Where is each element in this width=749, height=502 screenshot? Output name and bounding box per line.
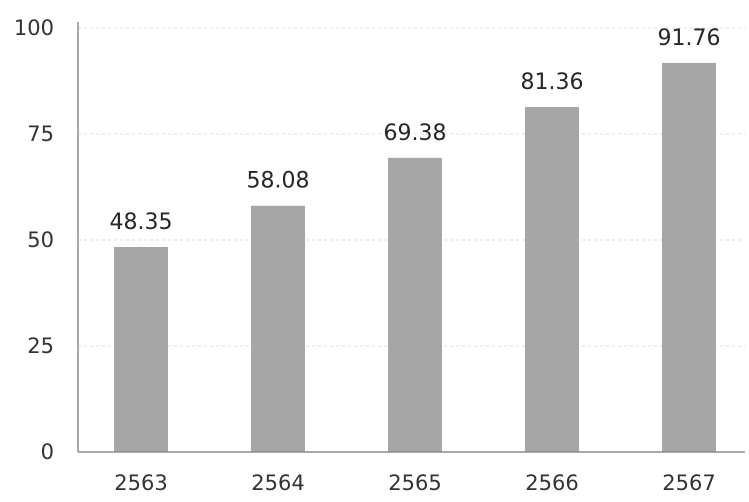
- bars: [114, 62, 716, 453]
- bar-2564: [251, 205, 305, 452]
- data-label-2566: 81.36: [521, 70, 584, 95]
- bar-2565: [388, 157, 442, 452]
- value-labels: 48.35 58.08 69.38 81.36 91.76: [110, 26, 721, 235]
- bar-2566: [525, 107, 579, 452]
- data-label-2565: 69.38: [384, 121, 447, 146]
- y-tick-label-50: 50: [27, 228, 54, 252]
- y-tick-label-75: 75: [27, 122, 54, 146]
- x-axis: 2563 2564 2565 2566 2567: [78, 451, 745, 495]
- x-tick-label-2563: 2563: [114, 471, 167, 495]
- data-label-2564: 58.08: [247, 169, 310, 194]
- y-tick-label-25: 25: [27, 334, 54, 358]
- y-tick-label-100: 100: [14, 16, 54, 40]
- x-tick-label-2565: 2565: [388, 471, 441, 495]
- x-tick-label-2566: 2566: [525, 471, 578, 495]
- y-tick-label-0: 0: [41, 440, 54, 464]
- data-label-2563: 48.35: [110, 210, 173, 235]
- bar-2567: [662, 62, 716, 453]
- x-tick-label-2567: 2567: [662, 471, 715, 495]
- data-label-2567: 91.76: [658, 26, 721, 51]
- bar-2563: [114, 246, 168, 452]
- y-axis: 0 25 50 75 100: [14, 16, 79, 464]
- x-tick-label-2564: 2564: [251, 471, 304, 495]
